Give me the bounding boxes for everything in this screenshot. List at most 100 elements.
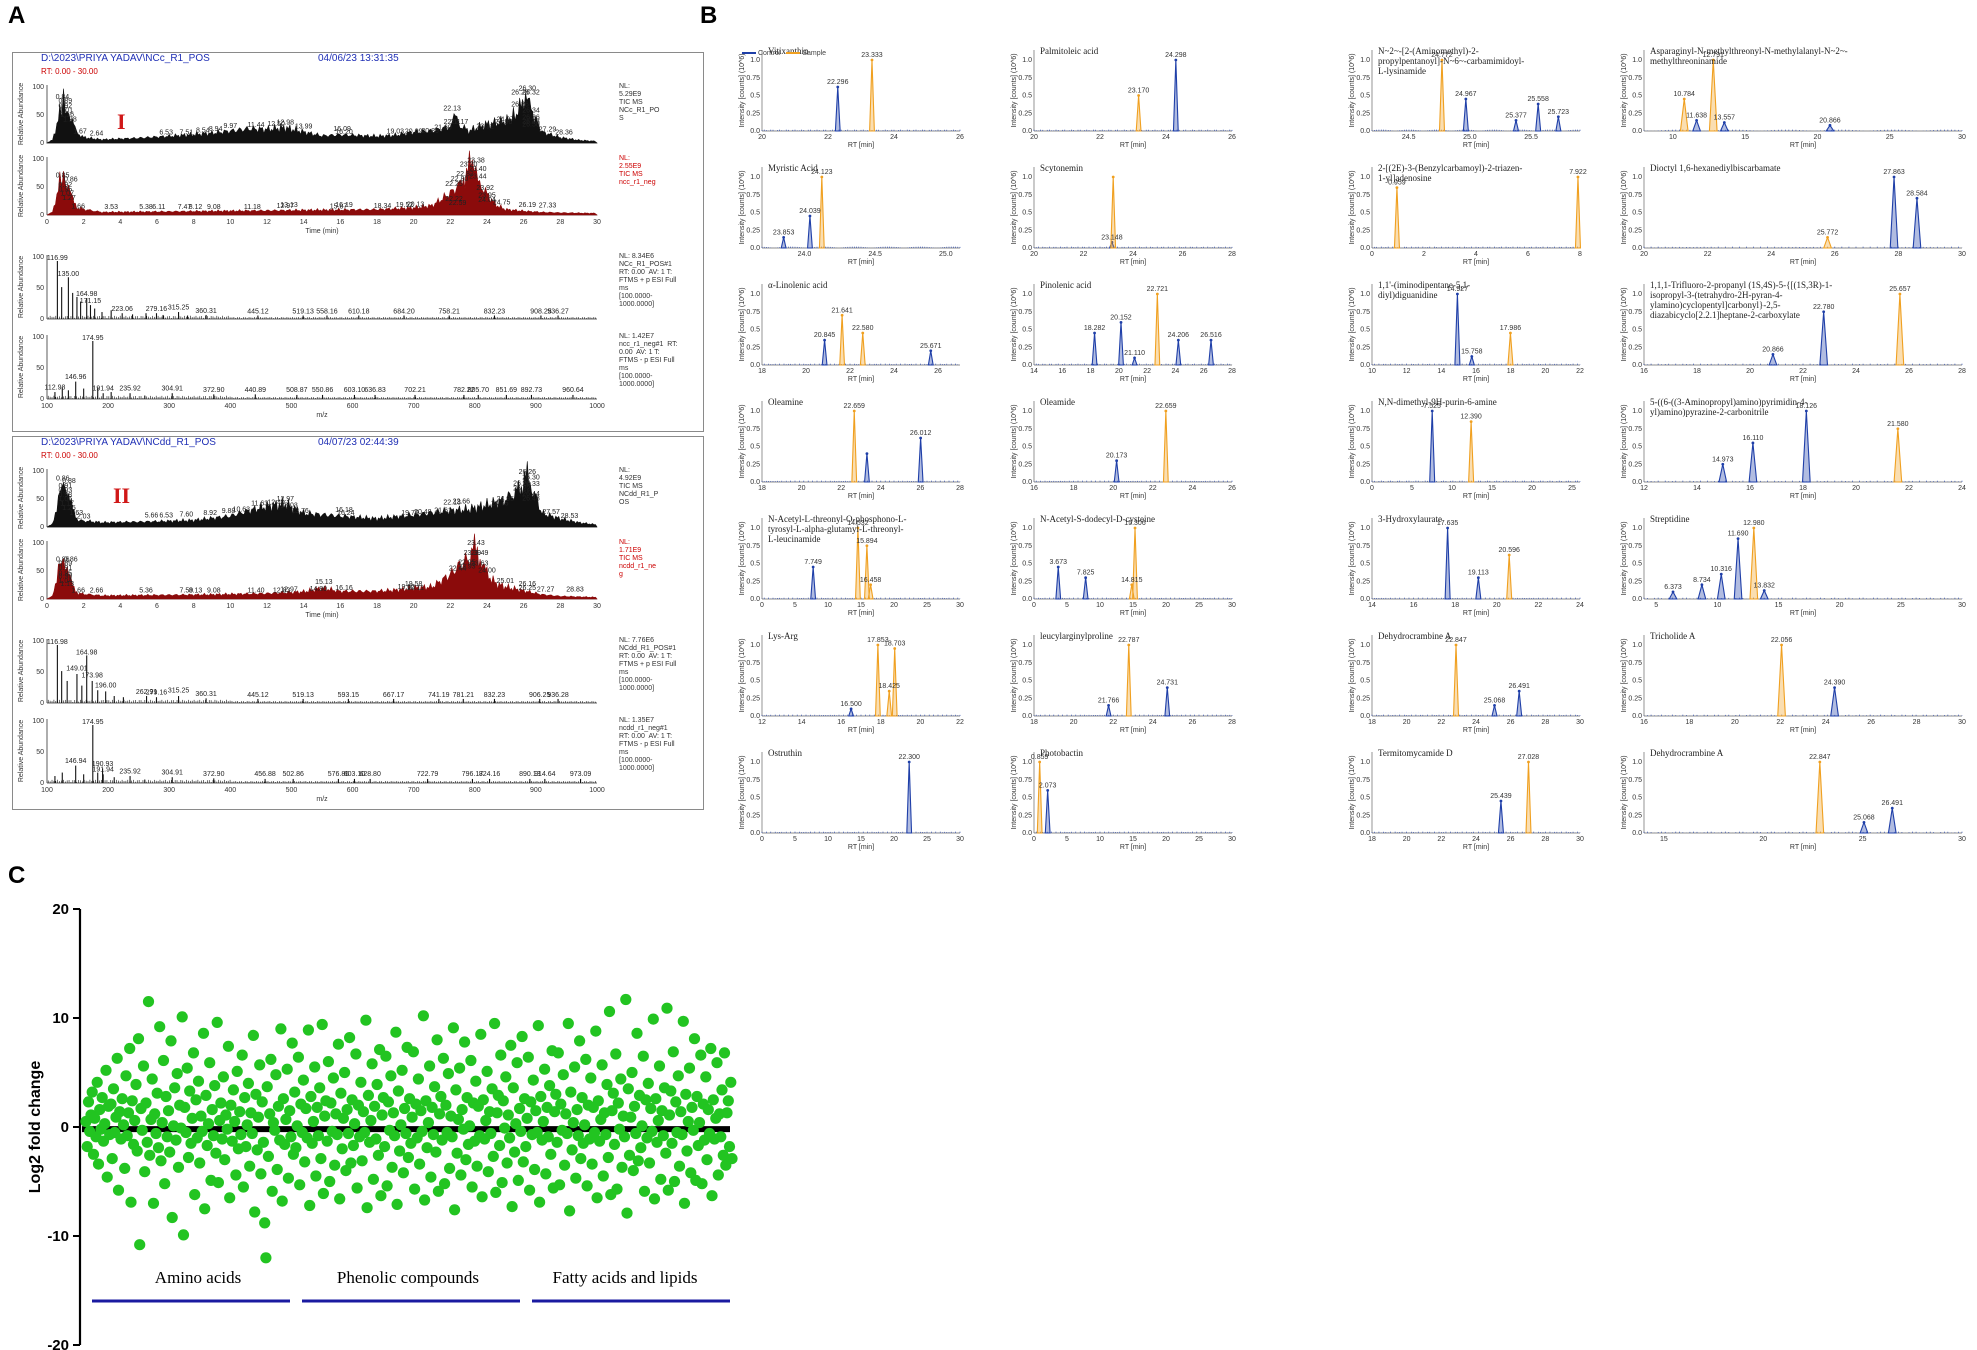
y-axis-title: Relative Abundance: [18, 155, 25, 217]
peak-label: 315.25: [168, 688, 190, 695]
y-tick-label: 50: [36, 749, 44, 756]
peak-label: 0.86: [64, 556, 78, 563]
eic-peak-label: 14.927: [1447, 286, 1469, 293]
eic-plot: 12 14 16 18 20 22 RT [min] Intensity [counts] (…: [738, 627, 968, 734]
eic-peak-apex: [1164, 409, 1168, 413]
eic-peak-apex: [1430, 409, 1434, 413]
eic-x-tick: 22: [1535, 602, 1543, 609]
peak-label: 1.16: [60, 112, 74, 119]
peak-label: 304.91: [162, 385, 184, 392]
eic-y-tick: 1.0: [1022, 759, 1032, 766]
eic-y-tick: 0.5: [750, 93, 760, 100]
eic-x-tick: 2: [1422, 251, 1426, 258]
eic-x-tick: 22: [1109, 719, 1117, 726]
eic-peak-label: 22.580: [852, 325, 874, 332]
rt-range: RT: 0.00 - 30.00: [41, 451, 98, 460]
eic-x-tick: 18: [1507, 368, 1515, 375]
compound-name: Dehydrocrambine A: [1378, 631, 1452, 641]
peak-label: 279.16: [146, 306, 168, 313]
eic-svg: 0 5 10 15 20 25 30 RT [min] Intensity [counts] (…: [1011, 752, 1236, 851]
c-point: [122, 1107, 135, 1119]
eic-x-tick: 24: [877, 485, 885, 492]
eic-peak-label: 25.723: [1548, 109, 1570, 116]
eic-peak: [1830, 687, 1840, 717]
eic-peak-apex: [1752, 526, 1756, 530]
y-tick-label: 0: [40, 780, 44, 787]
eic-plot: 24.0 24.5 25.0 RT [min] Intensity [counts] (…: [738, 159, 968, 266]
c-point: [117, 1119, 130, 1131]
eic-y-tick: 1.0: [1022, 57, 1032, 64]
y-tick-label: 50: [36, 669, 44, 676]
eic-peak-label: 3.673: [1049, 559, 1067, 566]
eic-x-tick: 14: [1693, 485, 1701, 492]
eic-peak: [1172, 59, 1179, 132]
eic-x-title: RT [min]: [1463, 493, 1489, 500]
eic-peak: [1154, 293, 1161, 366]
eic-y-tick: 0.75: [1356, 75, 1370, 82]
eic-x-tick: 28: [1958, 368, 1966, 375]
compound-name: 2-[(2E)-3-(Benzylcarbamoyl)-2-triazen-1-…: [1378, 163, 1523, 183]
peak-label: 20.11: [407, 585, 424, 592]
eic-y-tick: 0.75: [746, 777, 760, 784]
eic-y-tick: 0.0: [1360, 362, 1370, 369]
eic-x-tick: 30: [1576, 836, 1584, 843]
eic-peak: [1164, 687, 1171, 717]
eic-y-tick: 0.75: [1018, 192, 1032, 199]
eic-y-title: Intensity [counts] (10^6): [1349, 170, 1356, 244]
eic-y-tick: 0.75: [1018, 543, 1032, 550]
eic-y-tick: 0.25: [746, 110, 760, 117]
eic-x-tick: 22: [837, 485, 845, 492]
eic-x-tick: 25: [923, 836, 931, 843]
c-point: [129, 1114, 141, 1127]
eic-x-tick: 26: [1228, 134, 1236, 141]
c-y-axis-title: Log2 fold change: [27, 1061, 44, 1194]
eic-peak-label: 13.557: [1714, 114, 1736, 121]
trace-info: NL: 7.76E6 NCdd_R1_POS#1 RT: 0.00 AV: 1 …: [619, 637, 677, 692]
peak-label: 26.33: [522, 481, 540, 488]
eic-y-tick: 0.5: [1360, 561, 1370, 568]
c-point: [106, 1153, 118, 1165]
eic-x-tick: 24: [1149, 719, 1157, 726]
eic-x-tick: 10: [824, 836, 832, 843]
eic-y-tick: 0.5: [1022, 444, 1032, 451]
eic-y-title: Intensity [counts] (10^6): [1621, 53, 1628, 127]
mz-tick-label: 1000: [589, 403, 605, 410]
eic-peak-apex: [811, 565, 815, 569]
eic-x-tick: 20: [1541, 368, 1549, 375]
c-point: [87, 1148, 100, 1160]
peak-label: 12.97: [277, 203, 295, 210]
eic-x-tick: 22: [846, 368, 854, 375]
eic-peak-label: 22.659: [844, 403, 866, 410]
eic-x-tick: 24: [1822, 719, 1830, 726]
y-tick-label: 100: [32, 84, 44, 91]
eic-y-tick: 1.0: [1632, 642, 1642, 649]
eic-y-tick: 1.0: [750, 291, 760, 298]
eic-peak: [1777, 644, 1786, 717]
trace-info: NL: 1.35E7 ncdd_r1_neg#1 RT: 0.00 AV: 1 …: [619, 717, 675, 772]
peak-label: 0.95: [59, 186, 73, 193]
peak-label: 22.59: [449, 200, 467, 207]
peak-label: 805.70: [468, 387, 490, 394]
peak-label: 0.95: [59, 570, 73, 577]
eic-peak: [1525, 761, 1532, 834]
c-y-tick-label: 0: [61, 1119, 69, 1136]
eic-peak-apex: [869, 583, 873, 587]
compound-name: Lys-Arg: [768, 631, 798, 641]
eic-x-tick: 26: [1228, 485, 1236, 492]
peak-label: 22.44: [449, 565, 467, 572]
peak-label: 508.87: [286, 387, 308, 394]
peak-label: 19.62: [398, 584, 416, 591]
eic-peak-apex: [1046, 789, 1050, 792]
file-path: D:\2023\PRIYA YADAV\NCc_R1_POS: [41, 53, 210, 64]
eic-y-title: Intensity [counts] (10^6): [1621, 170, 1628, 244]
eic-x-tick: 20: [1030, 251, 1038, 258]
time-tick-label: 16: [336, 219, 344, 226]
eic-peak-label: 20.596: [1498, 547, 1520, 554]
c-point: [120, 1070, 132, 1082]
eic-y-tick: 0.75: [746, 426, 760, 433]
y-tick-label: 50: [36, 184, 44, 191]
eic-peak-label: 7.825: [1077, 570, 1095, 577]
eic-x-tick: 26: [1189, 719, 1197, 726]
eic-peak-label: 24.390: [1824, 680, 1846, 687]
eic-y-title: Intensity [counts] (10^6): [1011, 755, 1018, 829]
